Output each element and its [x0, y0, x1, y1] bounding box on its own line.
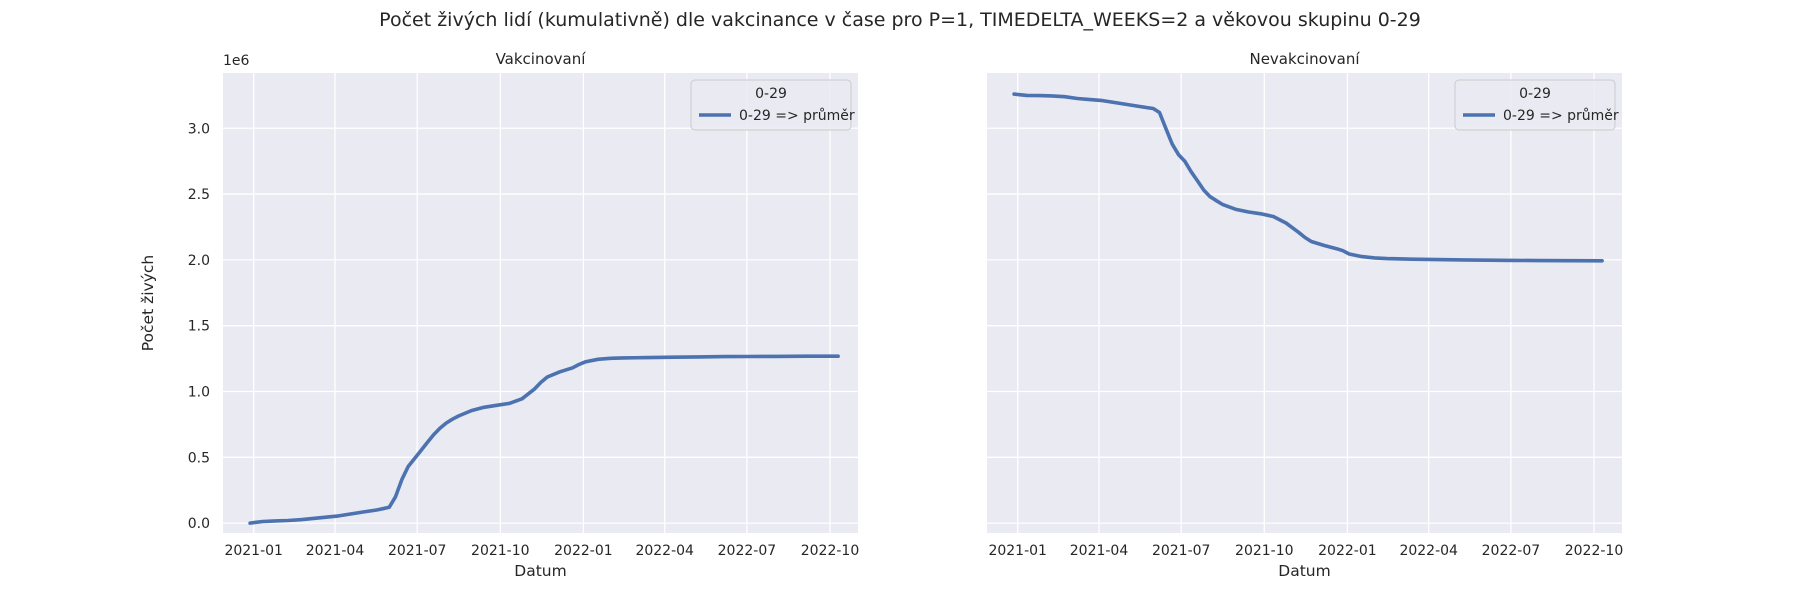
x-tick-label: 2021-04: [1070, 543, 1129, 559]
chart-unvaccinated: 2021-01 2021-04 2021-07 2021-10 2022-01 2022-…: [987, 50, 1623, 580]
x-tick-label: 2021-01: [988, 543, 1047, 559]
x-tick-label: 2021-07: [1152, 543, 1211, 559]
x-tick-label: 2022-10: [801, 543, 860, 559]
legend-box: [1454, 79, 1616, 131]
x-axis-label: Datum: [514, 562, 566, 580]
legend-title: 0-29: [1519, 86, 1551, 102]
legend-title: 0-29: [755, 86, 787, 102]
y-tick-label: 0.0: [188, 516, 210, 532]
x-tick-label: 2022-04: [635, 543, 694, 559]
x-tick-label: 2021-07: [388, 543, 447, 559]
chart-vaccinated: 2021-01 2021-04 2021-07 2021-10 2022-01 2022-…: [139, 50, 859, 580]
x-tick-label: 2021-10: [471, 543, 530, 559]
x-tick-label: 2022-04: [1399, 543, 1458, 559]
legend-entry: 0-29 => průměr: [1503, 108, 1619, 124]
subplot-title: Vakcinovaní: [496, 50, 587, 68]
y-offset-label: 1e6: [223, 53, 250, 69]
x-tick-label: 2022-01: [554, 543, 613, 559]
x-tick-label: 2021-04: [306, 543, 365, 559]
y-tick-label: 1.5: [188, 319, 210, 335]
figure-title: Počet živých lidí (kumulativně) dle vakc…: [379, 9, 1421, 31]
x-tick-label: 2022-07: [718, 543, 777, 559]
y-tick-label: 2.0: [188, 253, 210, 269]
x-tick-label: 2021-01: [224, 543, 283, 559]
series-line: [1012, 92, 1604, 263]
legend-box: [690, 79, 852, 131]
x-tick-label: 2022-01: [1318, 543, 1377, 559]
legend-entry: 0-29 => průměr: [739, 108, 855, 124]
x-axis-label: Datum: [1278, 562, 1330, 580]
plot-area: [987, 73, 1622, 533]
y-tick-label: 2.5: [188, 187, 210, 203]
x-tick-label: 2022-07: [1482, 543, 1541, 559]
y-axis-label: Počet živých: [139, 255, 157, 351]
y-tick-label: 3.0: [188, 121, 210, 137]
subplot-title: Nevakcinovaní: [1249, 50, 1360, 68]
series-line: [248, 354, 840, 525]
x-tick-label: 2021-10: [1235, 543, 1294, 559]
x-tick-label: 2022-10: [1565, 543, 1624, 559]
y-tick-label: 0.5: [188, 450, 210, 466]
y-tick-label: 1.0: [188, 385, 210, 401]
plot-area: [223, 73, 858, 533]
